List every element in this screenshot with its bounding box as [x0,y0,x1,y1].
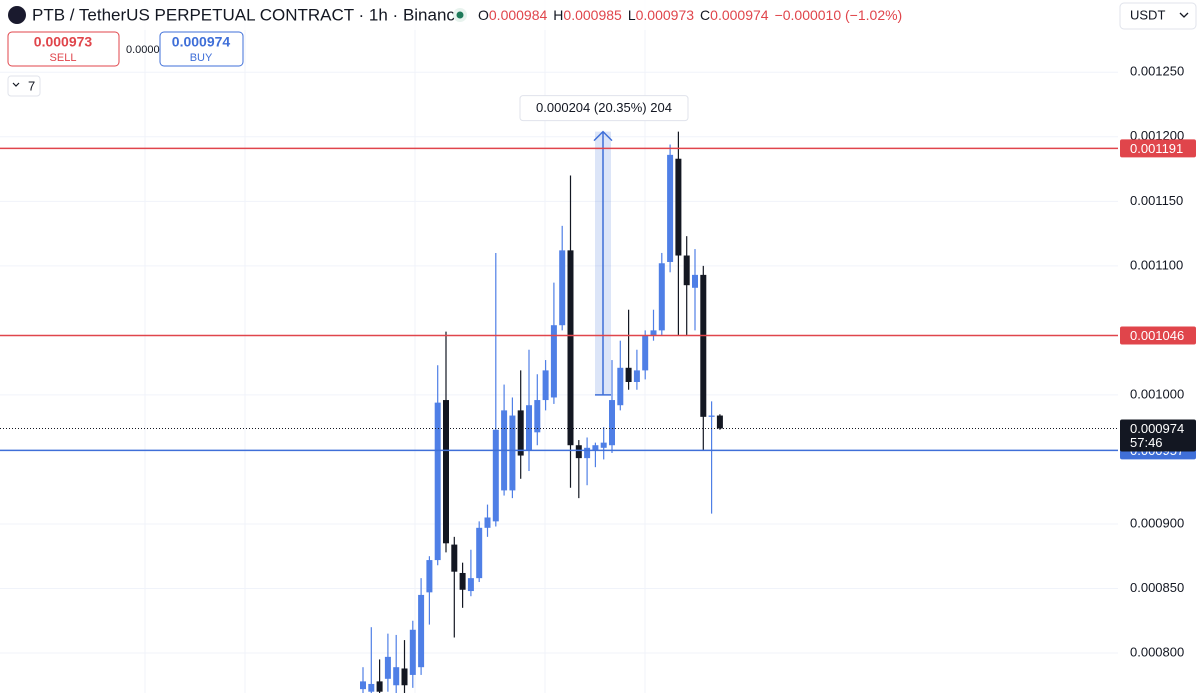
candle-body [360,681,366,690]
candle-body [592,445,599,451]
candle-body [443,400,449,544]
candle-body [617,367,624,406]
candle-body [492,429,499,522]
candle-body [368,683,375,692]
sell-button[interactable] [7,31,120,67]
candle-body [708,415,715,417]
ohlc-key: C [700,7,710,23]
price-tag [1120,139,1196,158]
chevron [1179,12,1189,18]
candle-body [609,400,615,446]
candle-body [633,370,640,382]
indicators-count: 7 [28,78,35,93]
candle-body [451,544,458,572]
measure-label: 0.000204 (20.35%) 204 [536,100,672,115]
logo [8,6,26,24]
candle-body [667,154,674,262]
currency: USDT [1130,7,1165,22]
y-tick-label: 0.000900 [1130,515,1184,530]
sell-price: 0.000973 [34,34,93,50]
ohlc-value: 0.000985 [563,7,622,23]
indicators-toggle[interactable] [7,75,41,97]
candle-body [658,263,665,331]
candle-body [426,560,433,593]
candle-body [675,158,682,256]
ohlc: O0.000984 H0.000985 L0.000973 C0.000974 −0.0… [478,7,902,23]
buy-button[interactable] [159,31,244,67]
candle-body [575,445,582,459]
countdown: 57:46 [1130,435,1163,450]
candle-body [700,274,707,417]
price-axis: 0.000800 0.000850 0.000900 0.001000 0.001100… [1118,32,1200,693]
candle-body [550,325,557,398]
candle-body [559,250,566,326]
sell-label: SELL [50,52,77,64]
ohlc-value: 0.000984 [489,7,548,23]
candle-body [434,402,441,561]
candle-body [650,330,657,336]
ohlc-key: H [553,7,563,23]
candle-body [692,274,698,288]
candle-body [401,668,408,686]
candle-body [642,335,649,371]
candle-body [476,527,483,579]
buy-price: 0.000974 [172,34,231,50]
candle-body [409,629,416,675]
candle-body [517,410,524,456]
price-tag-label: 0.001046 [1130,328,1184,343]
status-dot [456,11,464,19]
last-price-label: 0.000974 [1130,421,1184,436]
candle-body [600,442,607,448]
last-price-tag [1120,419,1196,452]
candle-body [509,415,516,491]
candle-body [625,367,632,382]
symbol-title: PTB / TetherUS PERPETUAL CONTRACT · 1h ·… [32,5,464,24]
price-tag-label: 0.001191 [1130,141,1183,156]
candle-body [467,578,474,592]
y-tick-label: 0.001000 [1130,386,1184,401]
header-bg [0,0,960,30]
currency-select[interactable] [1119,2,1197,30]
candle-body [459,572,466,590]
buy-label: BUY [190,52,213,64]
y-tick-label: 0.001100 [1130,257,1183,272]
chevron [12,82,20,87]
candle-body [683,255,690,286]
candle-body [484,517,491,528]
candle-body [716,415,723,429]
ohlc-key: O [478,7,489,23]
candle-body [376,681,383,692]
marks: 0.000204 (20.35%) 204 [0,95,1118,693]
candle-body [584,447,591,459]
candle-body [542,370,549,401]
candle-body [418,594,425,668]
y-tick-label: 0.000850 [1130,580,1184,595]
ohlc-value: 0.000973 [636,7,695,23]
y-tick-label: 0.000800 [1130,644,1184,659]
ohlc-value: 0.000974 [710,7,769,23]
measure-label-box [519,95,689,122]
candle-body [384,656,391,679]
ohlc-key: L [628,7,636,23]
candle-body [393,667,400,686]
candle-body [534,400,541,433]
candle-body [567,250,574,446]
price-tag [1120,326,1196,345]
change: −0.000010 (−1.02%) [775,7,903,23]
y-tick-label: 0.001250 [1130,64,1184,79]
y-tick-label: 0.001150 [1130,193,1183,208]
measure-arrowhead [593,130,613,142]
candle-body [526,405,532,451]
